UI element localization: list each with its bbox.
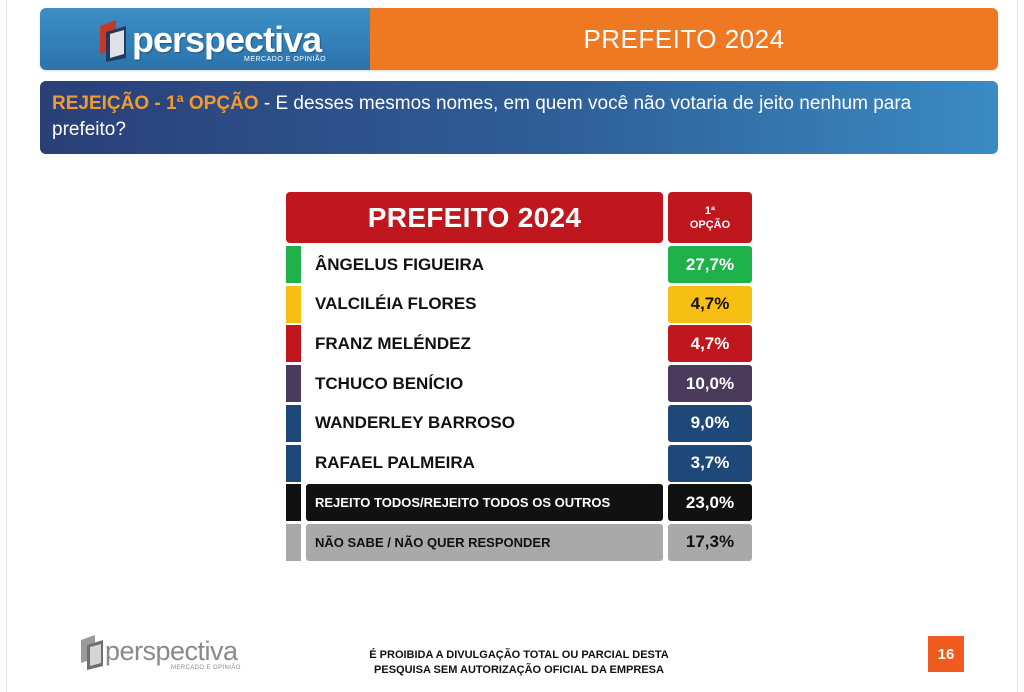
footer-logo-wordmark: perspectiva	[105, 636, 238, 666]
disclaimer-line1: É PROIBIDA A DIVULGAÇÃO TOTAL OU PARCIAL…	[369, 649, 669, 661]
question-banner: REJEIÇÃO - 1ª OPÇÃO - E desses mesmos no…	[40, 81, 998, 154]
rejection-value: 17,3%	[668, 523, 752, 561]
table-row: WANDERLEY BARROSO 9,0%	[286, 404, 754, 442]
header-title: PREFEITO 2024	[370, 8, 998, 70]
perspectiva-logo-icon	[81, 635, 103, 670]
logo-tagline: MERCADO E OPINIÃO	[244, 56, 327, 63]
page-number: 16	[928, 636, 964, 672]
table-row: TCHUCO BENÍCIO 10,0%	[286, 365, 754, 403]
candidate-name: WANDERLEY BARROSO	[315, 413, 515, 433]
table-row: FRANZ MELÉNDEZ 4,7%	[286, 325, 754, 363]
candidate-name: ÂNGELUS FIGUEIRA	[315, 254, 485, 274]
disclaimer-line2: PESQUISA SEM AUTORIZAÇÃO OFICIAL DA EMPR…	[374, 664, 664, 676]
candidate-name: TCHUCO BENÍCIO	[315, 373, 464, 393]
footer-logo-tagline: MERCADO E OPINIÃO	[171, 665, 241, 671]
candidate-name: FRANZ MELÉNDEZ	[315, 333, 471, 353]
rejection-value: 4,7%	[668, 285, 752, 323]
row-color-stripe	[286, 325, 301, 363]
rejection-value: 9,0%	[668, 404, 752, 442]
column-header-line1: 1ª	[704, 204, 716, 217]
row-color-stripe	[286, 523, 301, 561]
table-row: ÂNGELUS FIGUEIRA 27,7%	[286, 246, 754, 283]
disclaimer: É PROIBIDA A DIVULGAÇÃO TOTAL OU PARCIAL…	[307, 648, 731, 678]
header-bar: perspectiva MERCADO E OPINIÃO PREFEITO 2…	[40, 8, 998, 70]
question-text: - E desses mesmos nomes, em quem você nã…	[52, 93, 912, 140]
candidate-name: RAFAEL PALMEIRA	[315, 453, 475, 472]
table-row: RAFAEL PALMEIRA 3,7%	[286, 444, 754, 482]
row-color-stripe	[286, 285, 301, 323]
table-title: PREFEITO 2024	[286, 192, 663, 243]
brand-logo: perspectiva MERCADO E OPINIÃO	[40, 8, 370, 70]
logo-wordmark: perspectiva	[132, 19, 322, 60]
row-color-stripe	[286, 404, 301, 442]
question-highlight: REJEIÇÃO - 1ª OPÇÃO	[52, 93, 259, 114]
column-header-line2: OPÇÃO	[689, 218, 731, 231]
rejection-value: 27,7%	[668, 246, 752, 283]
table-row: VALCILÉIA FLORES 4,7%	[286, 285, 754, 323]
row-color-stripe	[286, 444, 301, 482]
candidate-name: NÃO SABE / NÃO QUER RESPONDER	[306, 523, 663, 561]
row-color-stripe	[286, 246, 301, 283]
candidate-name: REJEITO TODOS/REJEITO TODOS OS OUTROS	[306, 484, 663, 522]
perspectiva-logo-icon	[100, 20, 126, 62]
rejection-value: 23,0%	[668, 484, 752, 522]
column-header: 1ª OPÇÃO	[668, 192, 752, 243]
rejection-value: 10,0%	[668, 365, 752, 403]
row-color-stripe	[286, 484, 301, 522]
footer-logo: perspectiva MERCADO E OPINIÃO	[79, 634, 249, 674]
table-row: NÃO SABE / NÃO QUER RESPONDER 17,3%	[286, 523, 754, 561]
candidate-name: VALCILÉIA FLORES	[315, 294, 477, 314]
slide: perspectiva MERCADO E OPINIÃO PREFEITO 2…	[6, 0, 1018, 692]
row-color-stripe	[286, 365, 301, 403]
rejection-value: 4,7%	[668, 325, 752, 363]
table-row: REJEITO TODOS/REJEITO TODOS OS OUTROS 23,…	[286, 484, 754, 522]
rejection-value: 3,7%	[668, 444, 752, 482]
